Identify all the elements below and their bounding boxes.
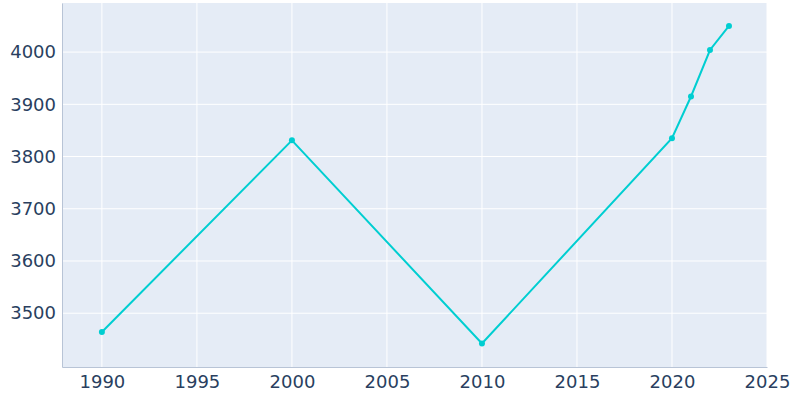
- tick-label: 3700: [10, 198, 56, 219]
- plot-background: [62, 3, 767, 367]
- tick-label: 2015: [555, 371, 601, 392]
- grid-line-x: [386, 3, 387, 367]
- grid-line-x: [481, 3, 482, 367]
- grid-line-x: [767, 3, 768, 367]
- grid-line-y: [62, 260, 767, 261]
- tick: 3500: [10, 302, 62, 323]
- tick-label: 3500: [10, 302, 56, 323]
- tick-label: 3600: [10, 250, 56, 271]
- grid-line-y: [62, 313, 767, 314]
- tick-label: 2000: [270, 371, 316, 392]
- tick-label: 2005: [365, 371, 411, 392]
- tick: 3700: [10, 198, 62, 219]
- grid-line-y: [62, 52, 767, 53]
- line: [102, 26, 729, 344]
- y-axis: 3500 3600 3700 3800 3900 4000: [10, 4, 62, 368]
- tick: 2005: [365, 367, 411, 392]
- tick: 1990: [79, 367, 125, 392]
- grid-line-y: [62, 156, 767, 157]
- x-axis: 1990 1995 2000 2005 2010 2015 2020 2025: [63, 367, 791, 392]
- point: [289, 137, 295, 143]
- point: [688, 93, 694, 99]
- point: [479, 340, 485, 346]
- grid-line-x: [196, 3, 197, 367]
- tick: 2015: [555, 367, 601, 392]
- grid: [62, 3, 767, 367]
- point: [669, 135, 675, 141]
- plot: 1990 1995 2000 2005 2010 2015 2020 2025 3500 3600…: [10, 3, 790, 392]
- point: [707, 47, 713, 53]
- grid-line-y: [62, 104, 767, 105]
- grid-line-y: [62, 208, 767, 209]
- axis-line: [62, 4, 63, 368]
- tick-label: 2025: [745, 371, 791, 392]
- grid-line-x: [291, 3, 292, 367]
- tick-label: 3800: [10, 146, 56, 167]
- tick: 1995: [175, 367, 221, 392]
- grid-line-x: [671, 3, 672, 367]
- tick-label: 4000: [10, 41, 56, 62]
- tick: 2000: [270, 367, 316, 392]
- axis-line: [63, 367, 768, 368]
- tick-label: 1995: [175, 371, 221, 392]
- tick: 2010: [460, 367, 506, 392]
- series: [99, 23, 732, 347]
- tick: 3600: [10, 250, 62, 271]
- tick-label: 3900: [10, 94, 56, 115]
- tick: 2025: [745, 367, 791, 392]
- tick: 3900: [10, 94, 62, 115]
- point: [726, 23, 732, 29]
- tick-label: 2020: [650, 371, 696, 392]
- grid-line-x: [101, 3, 102, 367]
- tick: 3800: [10, 146, 62, 167]
- tick-label: 1990: [79, 371, 125, 392]
- tick: 2020: [650, 367, 696, 392]
- tick-label: 2010: [460, 371, 506, 392]
- tick: 4000: [10, 41, 62, 62]
- grid-line-x: [576, 3, 577, 367]
- chart: 1990 1995 2000 2005 2010 2015 2020 2025 3500 3600…: [0, 0, 800, 400]
- point: [99, 329, 105, 335]
